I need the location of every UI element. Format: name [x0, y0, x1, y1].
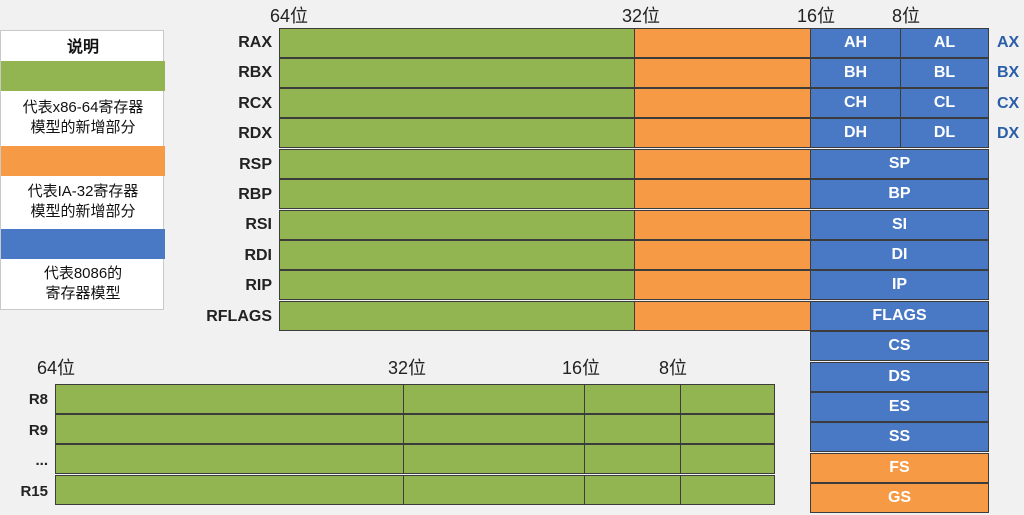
seg-16: DI — [810, 240, 989, 270]
seg-low-byte: DL — [900, 118, 989, 148]
seg-32 — [634, 58, 811, 88]
seg-high-byte: DH — [810, 118, 901, 148]
legend-orange-line2: 模型的新增部分 — [30, 203, 136, 220]
divider — [403, 385, 404, 413]
seg-low-byte: CL — [900, 88, 989, 118]
legend-title: 说明 — [66, 39, 99, 56]
seg-64 — [279, 28, 635, 58]
ext-register-row — [55, 414, 775, 444]
seg-64 — [279, 58, 635, 88]
seg-64 — [279, 179, 635, 209]
bottom-header-16bit: 16位 — [562, 358, 601, 378]
word-register-label: BX — [997, 64, 1020, 81]
divider — [403, 445, 404, 473]
segment-register-gs: GS — [810, 483, 989, 513]
ext-register-label: R8 — [28, 391, 48, 408]
register-label: RDI — [244, 247, 272, 264]
bottom-header-8bit: 8位 — [659, 358, 688, 378]
seg-64 — [279, 149, 635, 179]
legend: 说明 代表x86-64寄存器 模型的新增部分 代表IA-32寄存器 模型的新增部… — [0, 30, 165, 310]
seg-16: FLAGS — [810, 301, 989, 331]
register-label: RFLAGS — [206, 308, 272, 325]
ext-register-row — [55, 475, 775, 505]
legend-orange-swatch — [1, 146, 165, 176]
ext-register-label: R9 — [28, 422, 48, 439]
divider — [403, 415, 404, 443]
seg-high-byte: BH — [810, 58, 901, 88]
seg-64 — [279, 240, 635, 270]
ext-register-row — [55, 384, 775, 414]
divider — [680, 476, 681, 504]
header-64bit: 64位 — [270, 6, 309, 26]
seg-high-byte: AH — [810, 28, 901, 58]
divider — [403, 476, 404, 504]
register-label: RBP — [238, 186, 272, 203]
register-label: RIP — [245, 277, 272, 294]
seg-64 — [279, 88, 635, 118]
divider — [584, 445, 585, 473]
seg-64 — [279, 210, 635, 240]
bottom-header-32bit: 32位 — [388, 358, 427, 378]
seg-16: BP — [810, 179, 989, 209]
seg-16: SI — [810, 210, 989, 240]
header-16bit: 16位 — [797, 6, 836, 26]
word-register-label: AX — [997, 34, 1020, 51]
legend-green-line1: 代表x86-64寄存器 — [22, 99, 144, 116]
header-32bit: 32位 — [622, 6, 661, 26]
legend-orange-line1: 代表IA-32寄存器 — [27, 183, 139, 200]
seg-64 — [279, 118, 635, 148]
register-label: RDX — [238, 125, 272, 142]
legend-green-swatch — [1, 61, 165, 91]
seg-32 — [634, 210, 811, 240]
divider — [680, 385, 681, 413]
register-label: RCX — [238, 95, 272, 112]
segment-register-ss: SS — [810, 422, 989, 452]
register-label: RBX — [238, 64, 272, 81]
seg-32 — [634, 240, 811, 270]
segment-register-ds: DS — [810, 362, 989, 392]
seg-64 — [279, 270, 635, 300]
segment-register-es: ES — [810, 392, 989, 422]
legend-green-line2: 模型的新增部分 — [30, 119, 136, 136]
ext-register-label: ... — [35, 452, 48, 469]
seg-low-byte: AL — [900, 28, 989, 58]
register-label: RSI — [245, 216, 272, 233]
seg-32 — [634, 28, 811, 58]
segment-register-fs: FS — [810, 453, 989, 483]
bottom-header-64bit: 64位 — [37, 358, 76, 378]
header-8bit: 8位 — [892, 6, 921, 26]
ext-register-label: R15 — [20, 483, 48, 500]
legend-blue-swatch — [1, 229, 165, 259]
seg-32 — [634, 270, 811, 300]
word-register-label: CX — [997, 95, 1020, 112]
divider — [584, 476, 585, 504]
seg-32 — [634, 149, 811, 179]
seg-low-byte: BL — [900, 58, 989, 88]
ext-register-row — [55, 444, 775, 474]
divider — [680, 445, 681, 473]
legend-blue-line1: 代表8086的 — [43, 265, 123, 282]
divider — [584, 415, 585, 443]
segment-register-cs: CS — [810, 331, 989, 361]
seg-32 — [634, 301, 811, 331]
seg-64 — [279, 301, 635, 331]
seg-16: IP — [810, 270, 989, 300]
word-register-label: DX — [997, 125, 1020, 142]
seg-32 — [634, 118, 811, 148]
register-label: RAX — [238, 34, 272, 51]
divider — [584, 385, 585, 413]
divider — [680, 415, 681, 443]
legend-blue-line2: 寄存器模型 — [45, 285, 121, 302]
register-label: RSP — [239, 156, 272, 173]
seg-32 — [634, 179, 811, 209]
seg-32 — [634, 88, 811, 118]
seg-16: SP — [810, 149, 989, 179]
seg-high-byte: CH — [810, 88, 901, 118]
